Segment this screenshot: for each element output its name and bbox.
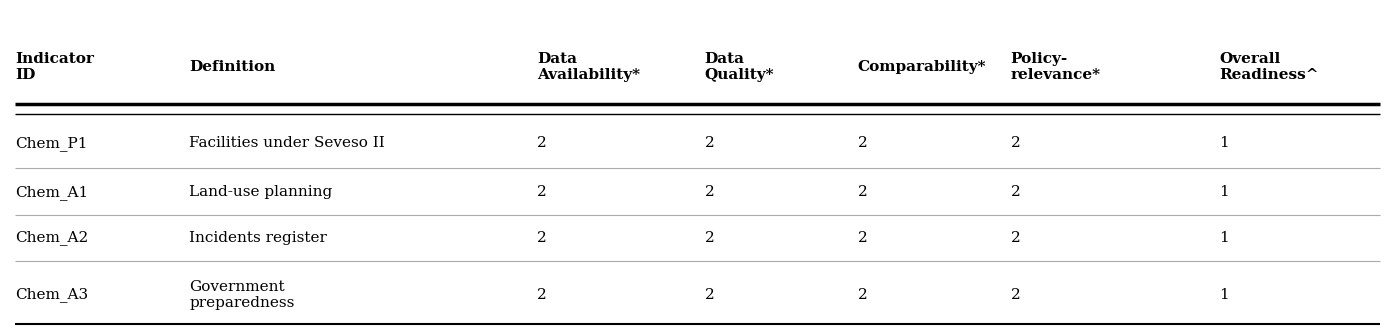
Text: 2: 2 <box>537 231 547 245</box>
Text: 2: 2 <box>1011 288 1021 302</box>
Text: 1: 1 <box>1219 231 1229 245</box>
Text: 2: 2 <box>704 288 714 302</box>
Text: Chem_P1: Chem_P1 <box>15 136 88 151</box>
Text: 2: 2 <box>704 136 714 150</box>
Text: Overall
Readiness^: Overall Readiness^ <box>1219 52 1320 82</box>
Text: 2: 2 <box>858 231 868 245</box>
Text: Comparability*: Comparability* <box>858 60 986 74</box>
Text: 2: 2 <box>537 136 547 150</box>
Text: Data
Quality*: Data Quality* <box>704 52 774 82</box>
Text: Government
preparedness: Government preparedness <box>190 280 294 310</box>
Text: 2: 2 <box>1011 185 1021 199</box>
Text: Definition: Definition <box>190 60 276 74</box>
Text: 1: 1 <box>1219 288 1229 302</box>
Text: Data
Availability*: Data Availability* <box>537 52 640 82</box>
Text: 2: 2 <box>858 185 868 199</box>
Text: Incidents register: Incidents register <box>190 231 328 245</box>
Text: Facilities under Seveso II: Facilities under Seveso II <box>190 136 385 150</box>
Text: 2: 2 <box>537 288 547 302</box>
Text: Chem_A3: Chem_A3 <box>15 288 88 302</box>
Text: Land-use planning: Land-use planning <box>190 185 332 199</box>
Text: 1: 1 <box>1219 185 1229 199</box>
Text: Chem_A1: Chem_A1 <box>15 185 88 200</box>
Text: 2: 2 <box>704 185 714 199</box>
Text: 2: 2 <box>704 231 714 245</box>
Text: 2: 2 <box>1011 136 1021 150</box>
Text: 2: 2 <box>1011 231 1021 245</box>
Text: 2: 2 <box>858 136 868 150</box>
Text: 1: 1 <box>1219 136 1229 150</box>
Text: 2: 2 <box>537 185 547 199</box>
Text: 2: 2 <box>858 288 868 302</box>
Text: Indicator
ID: Indicator ID <box>15 52 95 82</box>
Text: Chem_A2: Chem_A2 <box>15 230 88 245</box>
Text: Policy-
relevance*: Policy- relevance* <box>1011 52 1101 82</box>
